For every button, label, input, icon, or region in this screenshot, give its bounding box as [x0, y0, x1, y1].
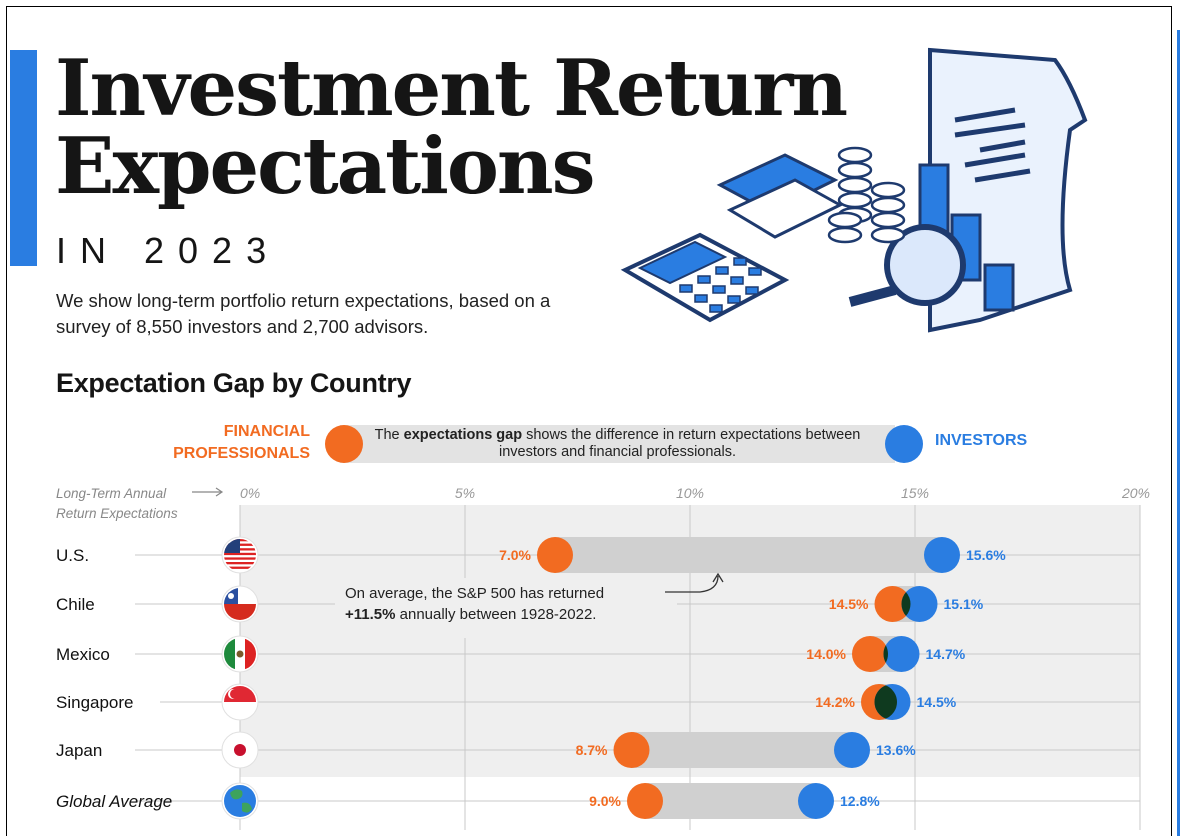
investor-value-label: 12.8% — [840, 793, 880, 809]
legend-fp-dot — [325, 425, 363, 463]
fp-dot — [852, 636, 888, 672]
flag-art — [224, 588, 256, 620]
us-flag-icon — [221, 536, 259, 574]
flag-green — [224, 638, 235, 670]
flag-sun — [234, 744, 246, 756]
infographic-frame — [6, 6, 1172, 836]
x-tick-label: 10% — [676, 485, 704, 501]
flag-star — [228, 593, 234, 599]
axis-label-line2: Return Expectations — [56, 506, 178, 521]
page-title: Investment Return Expectations — [55, 43, 848, 212]
gap-band — [555, 537, 942, 573]
globe-water — [224, 785, 256, 817]
fp-dot — [613, 732, 650, 768]
fp-value-label: 14.5% — [829, 596, 869, 612]
annotation-rest: annually between 1928-2022. — [395, 606, 596, 623]
x-tick-label: 15% — [901, 485, 929, 501]
investor-dot — [798, 783, 834, 819]
section-title: Expectation Gap by Country — [56, 368, 412, 398]
category-label: Mexico — [56, 645, 110, 664]
fp-value-label: 7.0% — [499, 547, 531, 563]
fp-dot — [627, 783, 663, 819]
legend-gap-band — [340, 425, 895, 463]
category-label: U.S. — [56, 546, 89, 565]
globe-land — [230, 789, 252, 813]
annotation-line-1: On average, the S&P 500 has returned — [345, 585, 604, 602]
legend-financial-professionals: FINANCIAL PROFESSIONALS — [150, 421, 310, 465]
chile-flag-icon — [221, 585, 259, 623]
legend-fp-line1: FINANCIAL — [223, 423, 310, 440]
japan-flag-icon — [221, 731, 259, 769]
fp-dot — [537, 537, 573, 573]
year-subtitle: IN 2023 — [56, 230, 281, 271]
investor-dot — [883, 636, 920, 672]
annotation-background — [335, 578, 677, 638]
legend-investors-dot — [885, 425, 923, 463]
flag-stripe — [224, 566, 256, 569]
legend-explanation: The expectations gap shows the differenc… — [370, 427, 865, 461]
category-label: Global Average — [56, 792, 172, 811]
flag-art — [234, 744, 246, 756]
fp-value-label: 14.0% — [806, 646, 846, 662]
investor-value-label: 15.6% — [966, 547, 1006, 563]
flag-art — [224, 638, 256, 670]
x-tick-label: 0% — [240, 485, 260, 501]
legend-text-bold: expectations gap — [403, 427, 523, 443]
flag-art — [224, 785, 256, 817]
annotation-bold: +11.5% — [345, 606, 395, 623]
overlap-lens — [883, 645, 888, 663]
flag-red — [224, 604, 256, 620]
title-accent-bar — [10, 50, 37, 266]
legend-text-post: shows the difference in return expectati… — [499, 427, 861, 460]
x-tick-label: 5% — [455, 485, 475, 501]
flag-red — [245, 638, 256, 670]
flag-stripe — [224, 557, 256, 560]
flag-stripe — [224, 552, 256, 556]
gap-band — [631, 732, 852, 768]
fp-value-label: 14.2% — [815, 694, 855, 710]
annotation-arrow-icon — [665, 572, 724, 593]
flag-art — [224, 686, 256, 702]
investor-dot — [924, 537, 960, 573]
legend-text-pre: The — [374, 427, 404, 443]
x-tick-label: 20% — [1121, 485, 1150, 501]
description: We show long-term portfolio return expec… — [56, 290, 551, 337]
investor-dot — [901, 586, 938, 622]
singapore-flag-icon — [221, 683, 259, 721]
right-accent-strip — [1177, 30, 1180, 836]
gap-band — [645, 783, 816, 819]
investor-value-label: 14.5% — [917, 694, 957, 710]
fp-dot — [874, 586, 911, 622]
fp-value-label: 9.0% — [589, 793, 621, 809]
category-label: Chile — [56, 595, 95, 614]
sp500-annotation: On average, the S&P 500 has returned +11.… — [335, 578, 677, 638]
title-line-2: Expectations — [55, 121, 596, 212]
annotation-line-2: +11.5% annually between 1928-2022. — [345, 606, 596, 623]
flag-emblem — [236, 650, 244, 658]
title-line-1: Investment Return — [55, 43, 848, 134]
overlap-lens — [874, 685, 897, 719]
investor-value-label: 15.1% — [944, 596, 984, 612]
category-label: Singapore — [56, 693, 134, 712]
fp-value-label: 8.7% — [576, 742, 608, 758]
investor-value-label: 14.7% — [926, 646, 966, 662]
axis-arrow-icon — [192, 487, 224, 497]
axis-label: Long-Term Annual Return Expectations — [56, 484, 178, 524]
finance-illustration-icon — [620, 47, 1088, 333]
flag-stripe — [224, 562, 256, 565]
legend-investors: INVESTORS — [935, 432, 1028, 449]
mexico-flag-icon — [221, 635, 259, 673]
globe-icon — [221, 782, 259, 820]
flag-moon-cut — [230, 689, 240, 699]
category-label: Japan — [56, 741, 102, 760]
legend-fp-line2: PROFESSIONALS — [173, 445, 310, 462]
investor-value-label: 13.6% — [876, 742, 916, 758]
overlap-lens — [901, 592, 911, 616]
axis-label-line1: Long-Term Annual — [56, 486, 167, 501]
investor-dot — [834, 732, 870, 768]
